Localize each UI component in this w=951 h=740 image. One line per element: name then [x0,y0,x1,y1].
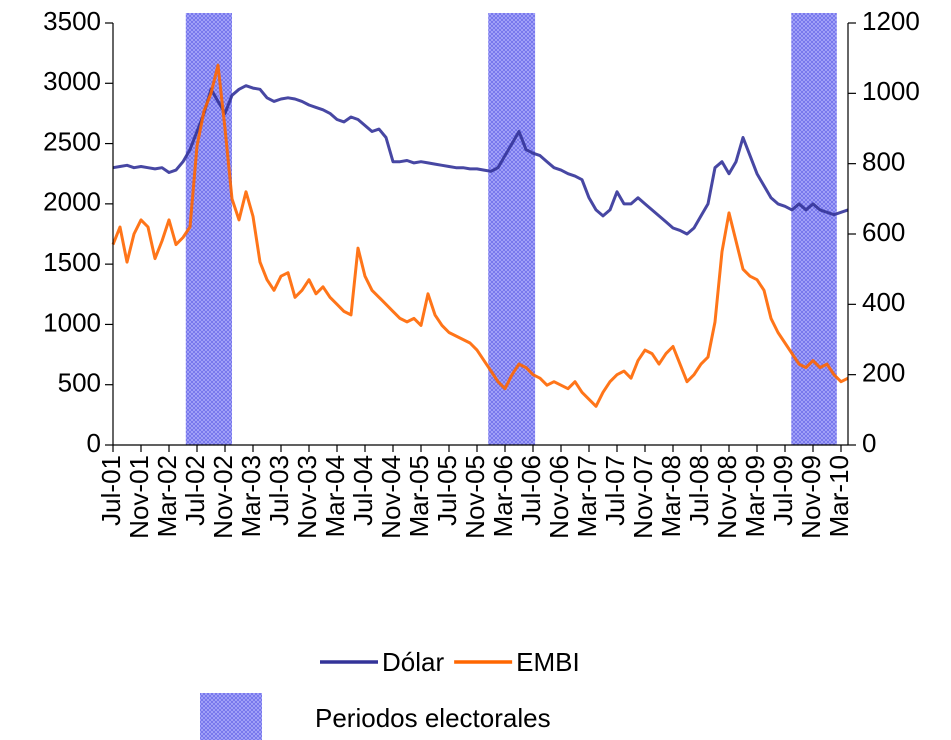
x-tick-label: Jul-07 [600,455,630,526]
x-tick-label: Nov-09 [796,455,826,539]
x-tick-label: Nov-05 [460,455,490,539]
x-tick-label: Mar-04 [320,455,350,537]
x-tick-label: Jul-04 [348,455,378,526]
y-tick-label: 3500 [43,6,101,36]
x-tick-label: Mar-06 [488,455,518,537]
y2-tick-label: 800 [862,147,905,177]
x-tick-label: Mar-03 [236,455,266,537]
x-tick-label: Mar-09 [740,455,770,537]
y2-tick-label: 400 [862,287,905,317]
x-tick-label: Nov-03 [292,455,322,539]
x-tick-label: Nov-02 [208,455,238,539]
legend-band-swatch [200,693,262,740]
x-tick-label: Jul-05 [432,455,462,526]
x-tick-label: Nov-06 [544,455,574,539]
x-tick-label: Jul-08 [684,455,714,526]
y2-tick-label: 1200 [862,6,920,36]
y2-tick-label: 1000 [862,76,920,106]
x-tick-label: Nov-01 [124,455,154,539]
x-tick-label: Nov-08 [712,455,742,539]
x-tick-label: Jul-09 [768,455,798,526]
x-tick-label: Mar-02 [152,455,182,537]
x-tick-label: Mar-05 [404,455,434,537]
x-tick-label: Nov-04 [376,455,406,539]
legend-band-label: Periodos electorales [315,703,551,733]
y2-tick-label: 200 [862,358,905,388]
legend-label: EMBI [516,647,580,677]
y2-tick-label: 0 [862,428,876,458]
y2-tick-label: 600 [862,217,905,247]
x-tick-label: Mar-07 [572,455,602,537]
electoral-band [791,13,837,445]
x-tick-label: Jul-06 [516,455,546,526]
legend-label: Dólar [382,647,444,677]
electoral-band [185,13,232,445]
y-tick-label: 1000 [43,307,101,337]
data-line [112,84,849,236]
y-tick-label: 500 [58,368,101,398]
x-tick-label: Jul-01 [96,455,126,526]
x-tick-label: Jul-03 [264,455,294,526]
x-tick-label: Nov-07 [628,455,658,539]
y-tick-label: 2500 [43,126,101,156]
y-tick-label: 0 [87,428,101,458]
y-tick-label: 3000 [43,66,101,96]
data-line [111,63,849,408]
x-tick-label: Mar-08 [656,455,686,537]
x-tick-label: Jul-02 [180,455,210,526]
y-tick-label: 2000 [43,187,101,217]
y-tick-label: 1500 [43,247,101,277]
x-tick-label: Mar-10 [824,455,854,537]
